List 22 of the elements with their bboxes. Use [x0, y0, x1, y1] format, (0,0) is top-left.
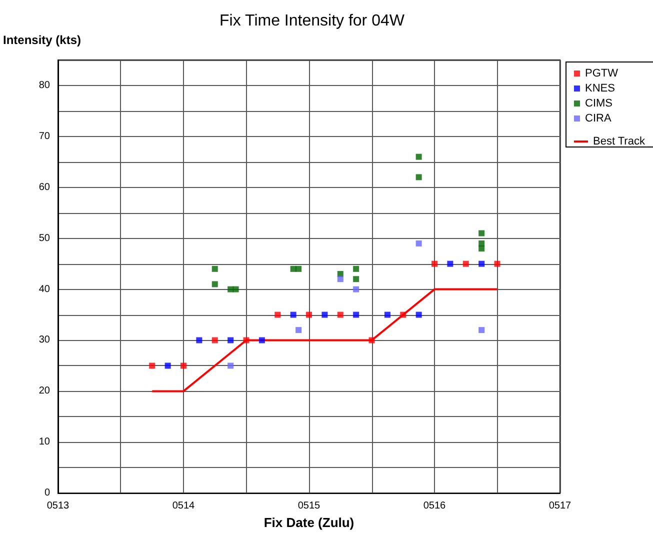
- x-tick-label: 0517: [548, 500, 572, 512]
- legend-label: PGTW: [585, 68, 619, 80]
- y-tick-label: 10: [38, 436, 50, 448]
- legend-label: Best Track: [593, 136, 646, 148]
- legend-label: KNES: [585, 82, 615, 94]
- x-tick-label: 0516: [423, 500, 446, 512]
- y-tick-label: 50: [38, 232, 50, 244]
- legend-label: CIMS: [585, 98, 612, 110]
- x-tick-label: 0515: [298, 500, 321, 512]
- y-tick-label: 60: [38, 182, 50, 193]
- y-tick-label: 40: [38, 284, 50, 295]
- y-tick-label: 0: [44, 488, 50, 499]
- chart-title: Fix Time Intensity for 04W: [220, 12, 406, 30]
- y-tick-label: 80: [38, 80, 50, 91]
- x-axis-title: Fix Date (Zulu): [264, 515, 354, 530]
- y-axis-title: Intensity (kts): [3, 33, 82, 47]
- x-tick-label: 0514: [172, 500, 196, 512]
- x-tick-label: 0513: [46, 500, 70, 512]
- y-tick-label: 30: [38, 334, 50, 346]
- y-tick-label: 20: [38, 386, 50, 397]
- legend-label: CIRA: [585, 112, 612, 124]
- y-tick-label: 70: [38, 130, 50, 142]
